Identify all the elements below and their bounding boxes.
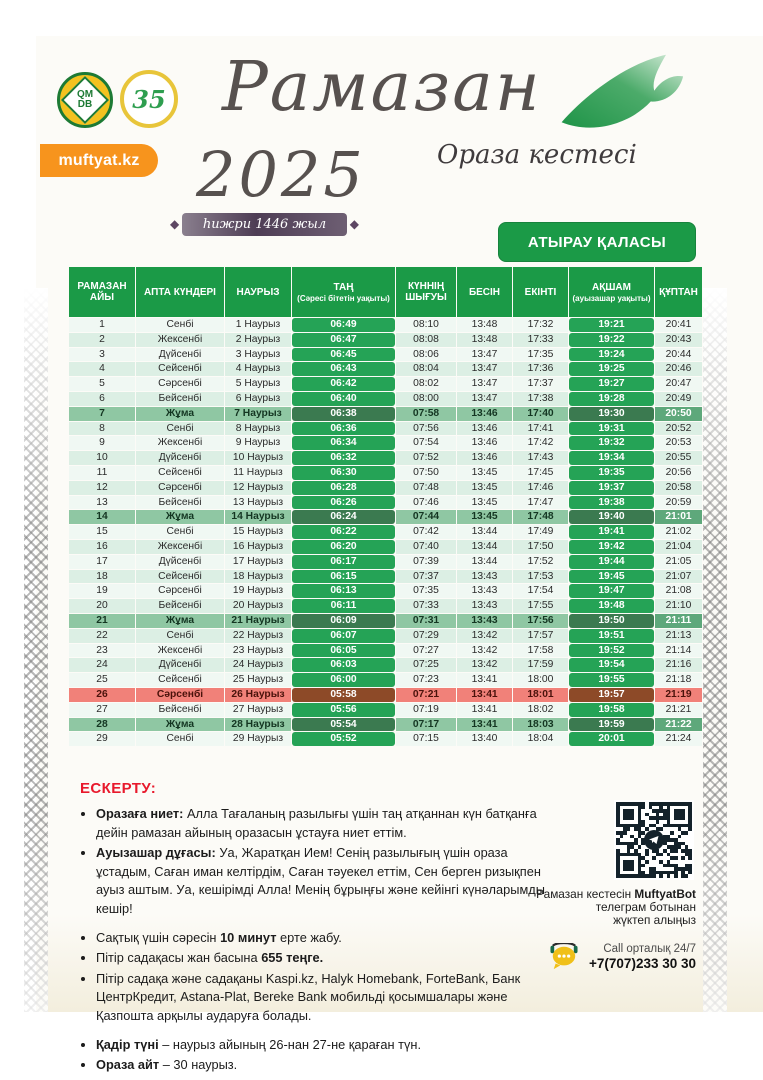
call-center-icon xyxy=(550,942,578,969)
column-header: ТАҢ (Сәресі бітетін уақыты) xyxy=(292,267,395,317)
notes-section: ЕСКЕРТУ: Оразаға ниет: Алла Тағаланың ра… xyxy=(80,780,558,1080)
table-row: 23 Жексенбі 23 Наурыз 06:05 07:27 13:42 17:58 1… xyxy=(69,643,702,658)
muftyat-site-badge[interactable]: muftyat.kz xyxy=(40,144,158,177)
note-item: Қадір түні – наурыз айының 26-нан 27-не … xyxy=(96,1036,558,1055)
telegram-icon xyxy=(644,830,664,850)
note-item: Оразаға ниет: Алла Тағаланың разылығы үш… xyxy=(96,805,558,842)
call-center-block: Call орталық 24/7 +7(707)233 30 30 xyxy=(500,942,696,971)
table-row: 22 Сенбі 22 Наурыз 06:07 07:29 13:42 17:57 19:5… xyxy=(69,628,702,643)
column-header: ЕКІНТІ xyxy=(513,267,568,317)
note-item: Ораза айт – 30 наурыз. xyxy=(96,1056,558,1075)
column-header: ҚҰПТАН xyxy=(655,267,702,317)
table-row: 21 Жұма 21 Наурыз 06:09 07:31 13:43 17:56 19:50… xyxy=(69,613,702,628)
ornament-right-border xyxy=(703,288,727,1012)
table-row: 1 Сенбі 1 Наурыз 06:49 08:10 13:48 17:32 19:21 2… xyxy=(69,318,702,332)
table-row: 28 Жұма 28 Наурыз 05:54 07:17 13:41 18:03 19:59… xyxy=(69,717,702,732)
table-body: 1 Сенбі 1 Наурыз 06:49 08:10 13:48 17:32 19:21 2… xyxy=(69,318,702,747)
table-row: 8 Сенбі 8 Наурыз 06:36 07:56 13:46 17:41 19:31 2… xyxy=(69,421,702,436)
notes-group: Оразаға ниет: Алла Тағаланың разылығы үш… xyxy=(96,805,558,919)
column-header: БЕСІН xyxy=(457,267,512,317)
anniversary-35-logo: 35 xyxy=(120,70,178,128)
note-item: Ауызашар дұғасы: Уа, Жаратқан Ием! Сенің… xyxy=(96,844,558,918)
table-row: 3 Дүйсенбі 3 Наурыз 06:45 08:06 13:47 17:35 19:… xyxy=(69,347,702,362)
table-row: 25 Сейсенбі 25 Наурыз 06:00 07:23 13:41 18:00 1… xyxy=(69,673,702,687)
schedule-table: РАМАЗАН АЙЫ АПТА КҮНДЕРІ НАУРЫЗ ТАҢ (Сәресі … xyxy=(68,266,703,747)
qmdb-logo: QM DB xyxy=(57,72,113,128)
qmdb-logo-text: QM DB xyxy=(76,88,94,110)
table-row: 10 Дүйсенбі 10 Наурыз 06:32 07:52 13:46 17:43 1… xyxy=(69,451,702,465)
notes-group: Қадір түні – наурыз айының 26-нан 27-не … xyxy=(96,1036,558,1075)
table-row: 27 Бейсенбі 27 Наурыз 05:56 07:19 13:41 18:02 1… xyxy=(69,702,702,717)
notes-groups: Оразаға ниет: Алла Тағаланың разылығы үш… xyxy=(80,805,558,1075)
table-row: 14 Жұма 14 Наурыз 06:24 07:44 13:45 17:48 19:40… xyxy=(69,510,702,525)
call-center-label: Call орталық 24/7 xyxy=(603,943,696,955)
swoosh-icon xyxy=(561,54,684,128)
table-row: 15 Сенбі 15 Наурыз 06:22 07:42 13:44 17:49 19:4… xyxy=(69,525,702,539)
city-button[interactable]: АТЫРАУ ҚАЛАСЫ xyxy=(498,222,696,262)
table-row: 4 Сейсенбі 4 Наурыз 06:43 08:04 13:47 17:36 19:… xyxy=(69,362,702,377)
column-header: АҚШАМ (ауызашар уақыты) xyxy=(569,267,654,317)
hijri-year-banner: һижри 1446 жыл xyxy=(170,213,359,236)
note-item: Сақтық үшін сәресін 10 минут ерте жабу. xyxy=(96,929,558,948)
table-row: 5 Сәрсенбі 5 Наурыз 06:42 08:02 13:47 17:37 19:… xyxy=(69,377,702,391)
table-head-row: РАМАЗАН АЙЫ АПТА КҮНДЕРІ НАУРЫЗ ТАҢ (Сәресі … xyxy=(69,267,702,317)
column-header: НАУРЫЗ xyxy=(225,267,291,317)
table-row: 20 Бейсенбі 20 Наурыз 06:11 07:33 13:43 17:55 1… xyxy=(69,599,702,613)
column-header: РАМАЗАН АЙЫ xyxy=(69,267,135,317)
notes-heading: ЕСКЕРТУ: xyxy=(80,780,157,797)
ornament-left-border xyxy=(24,288,48,1012)
note-item: Пітір садақасы жан басына 655 теңге. xyxy=(96,949,558,968)
table-row: 9 Жексенбі 9 Наурыз 06:34 07:54 13:46 17:42 19:… xyxy=(69,436,702,451)
column-header: АПТА КҮНДЕРІ xyxy=(136,267,224,317)
notes-group: Сақтық үшін сәресін 10 минут ерте жабу.П… xyxy=(96,929,558,1026)
table-row: 2 Жексенбі 2 Наурыз 06:47 08:08 13:48 17:33 19:… xyxy=(69,332,702,347)
table-row: 24 Дүйсенбі 24 Наурыз 06:03 07:25 13:42 17:59 1… xyxy=(69,658,702,673)
qr-caption: Рамазан кестесін MuftyatBot телеграм боты… xyxy=(536,887,696,927)
table-row: 19 Сәрсенбі 19 Наурыз 06:13 07:35 13:43 17:54 1… xyxy=(69,584,702,599)
call-center-phone: +7(707)233 30 30 xyxy=(589,956,696,971)
table-row: 12 Сәрсенбі 12 Наурыз 06:28 07:48 13:45 17:46 1… xyxy=(69,480,702,495)
call-center-text: Call орталық 24/7 +7(707)233 30 30 xyxy=(589,942,696,971)
table-row: 11 Сейсенбі 11 Наурыз 06:30 07:50 13:45 17:45 1… xyxy=(69,465,702,480)
table-row: 7 Жұма 7 Наурыз 06:38 07:58 13:46 17:40 19:30 20… xyxy=(69,406,702,421)
year-title: 2025 xyxy=(196,138,366,211)
page-title: Рамазан xyxy=(222,48,542,127)
table-row: 13 Бейсенбі 13 Наурыз 06:26 07:46 13:45 17:47 1… xyxy=(69,495,702,510)
table-row: 26 Сәрсенбі 26 Наурыз 05:58 07:21 13:41 18:01 1… xyxy=(69,687,702,702)
column-header: КҮННІҢ ШЫҒУЫ xyxy=(396,267,456,317)
table-row: 16 Жексенбі 16 Наурыз 06:20 07:40 13:44 17:50 1… xyxy=(69,539,702,554)
subtitle: Ораза кестесі xyxy=(437,140,637,170)
table-row: 17 Дүйсенбі 17 Наурыз 06:17 07:39 13:44 17:52 1… xyxy=(69,554,702,569)
table-row: 18 Сейсенбі 18 Наурыз 06:15 07:37 13:43 17:53 1… xyxy=(69,569,702,584)
table-row: 29 Сенбі 29 Наурыз 05:52 07:15 13:40 18:04 20:0… xyxy=(69,732,702,747)
note-item: Пітір садақа және садақаны Kaspi.kz, Hal… xyxy=(96,970,558,1026)
table-row: 6 Бейсенбі 6 Наурыз 06:40 08:00 13:47 17:38 19:… xyxy=(69,391,702,406)
qmdb-logo-diamond: QM DB xyxy=(60,75,110,125)
